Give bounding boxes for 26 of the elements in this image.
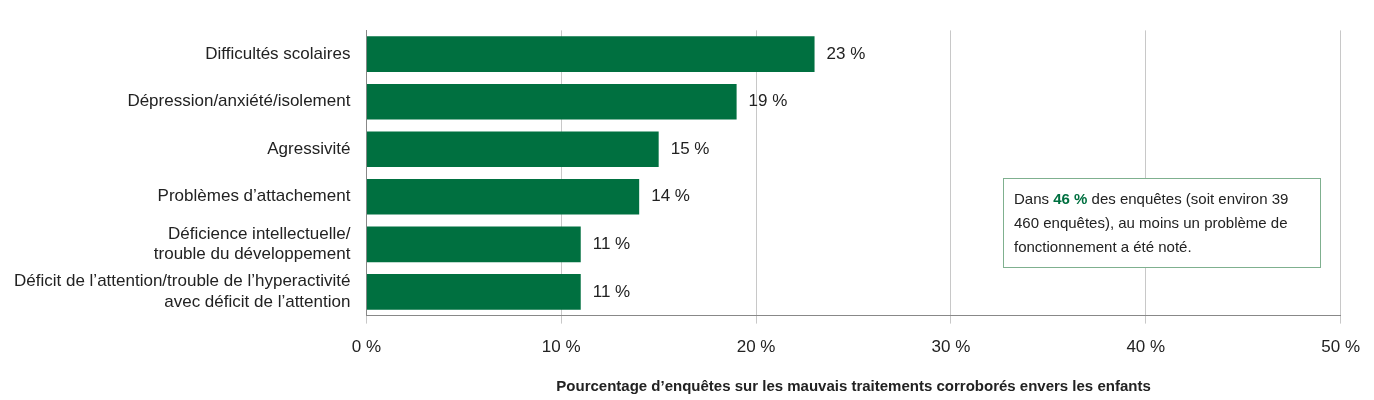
y-tick-label: Déficience intellectuelle/ trouble du développement (153, 223, 351, 264)
y-tick-label: Déficit de l’attention/trouble de l’hyperactivité avec déficit de l’attention (14, 271, 351, 311)
y-tick-label: Difficultés scolaires (205, 43, 351, 63)
data-label: 11 % (592, 281, 631, 301)
data-label: 23 % (826, 43, 866, 63)
x-tick-label: 20 % (736, 337, 776, 357)
x-tick-label: 30 % (931, 337, 971, 357)
x-axis-title: Pourcentage d’enquêtes sur les mauvais traitements corroborés envers les enfants (556, 377, 1151, 395)
bar (366, 178, 640, 215)
data-label: 11 % (592, 233, 631, 253)
y-tick-label: Problèmes d’attachement (157, 186, 351, 206)
data-label: 19 % (748, 91, 788, 111)
bar (366, 36, 815, 72)
y-tick-label: Dépression/anxiété/isolement (127, 91, 351, 111)
x-tick-label: 0 % (351, 337, 382, 357)
bar (366, 274, 581, 310)
bar (366, 226, 581, 263)
annotation: Dans 46 % des enquêtes (soit environ 39 460 enquêtes), au moins un problème de fonctionnement a été noté. (1003, 178, 1321, 268)
x-tick-label: 40 % (1126, 337, 1166, 357)
bar (366, 131, 659, 168)
data-label: 15 % (670, 138, 710, 158)
data-label: 14 % (651, 186, 690, 206)
bar (366, 83, 737, 120)
x-tick-label: 50 % (1321, 337, 1360, 357)
x-tick-label: 10 % (541, 337, 581, 357)
y-tick-label: Agressivité (267, 138, 351, 158)
